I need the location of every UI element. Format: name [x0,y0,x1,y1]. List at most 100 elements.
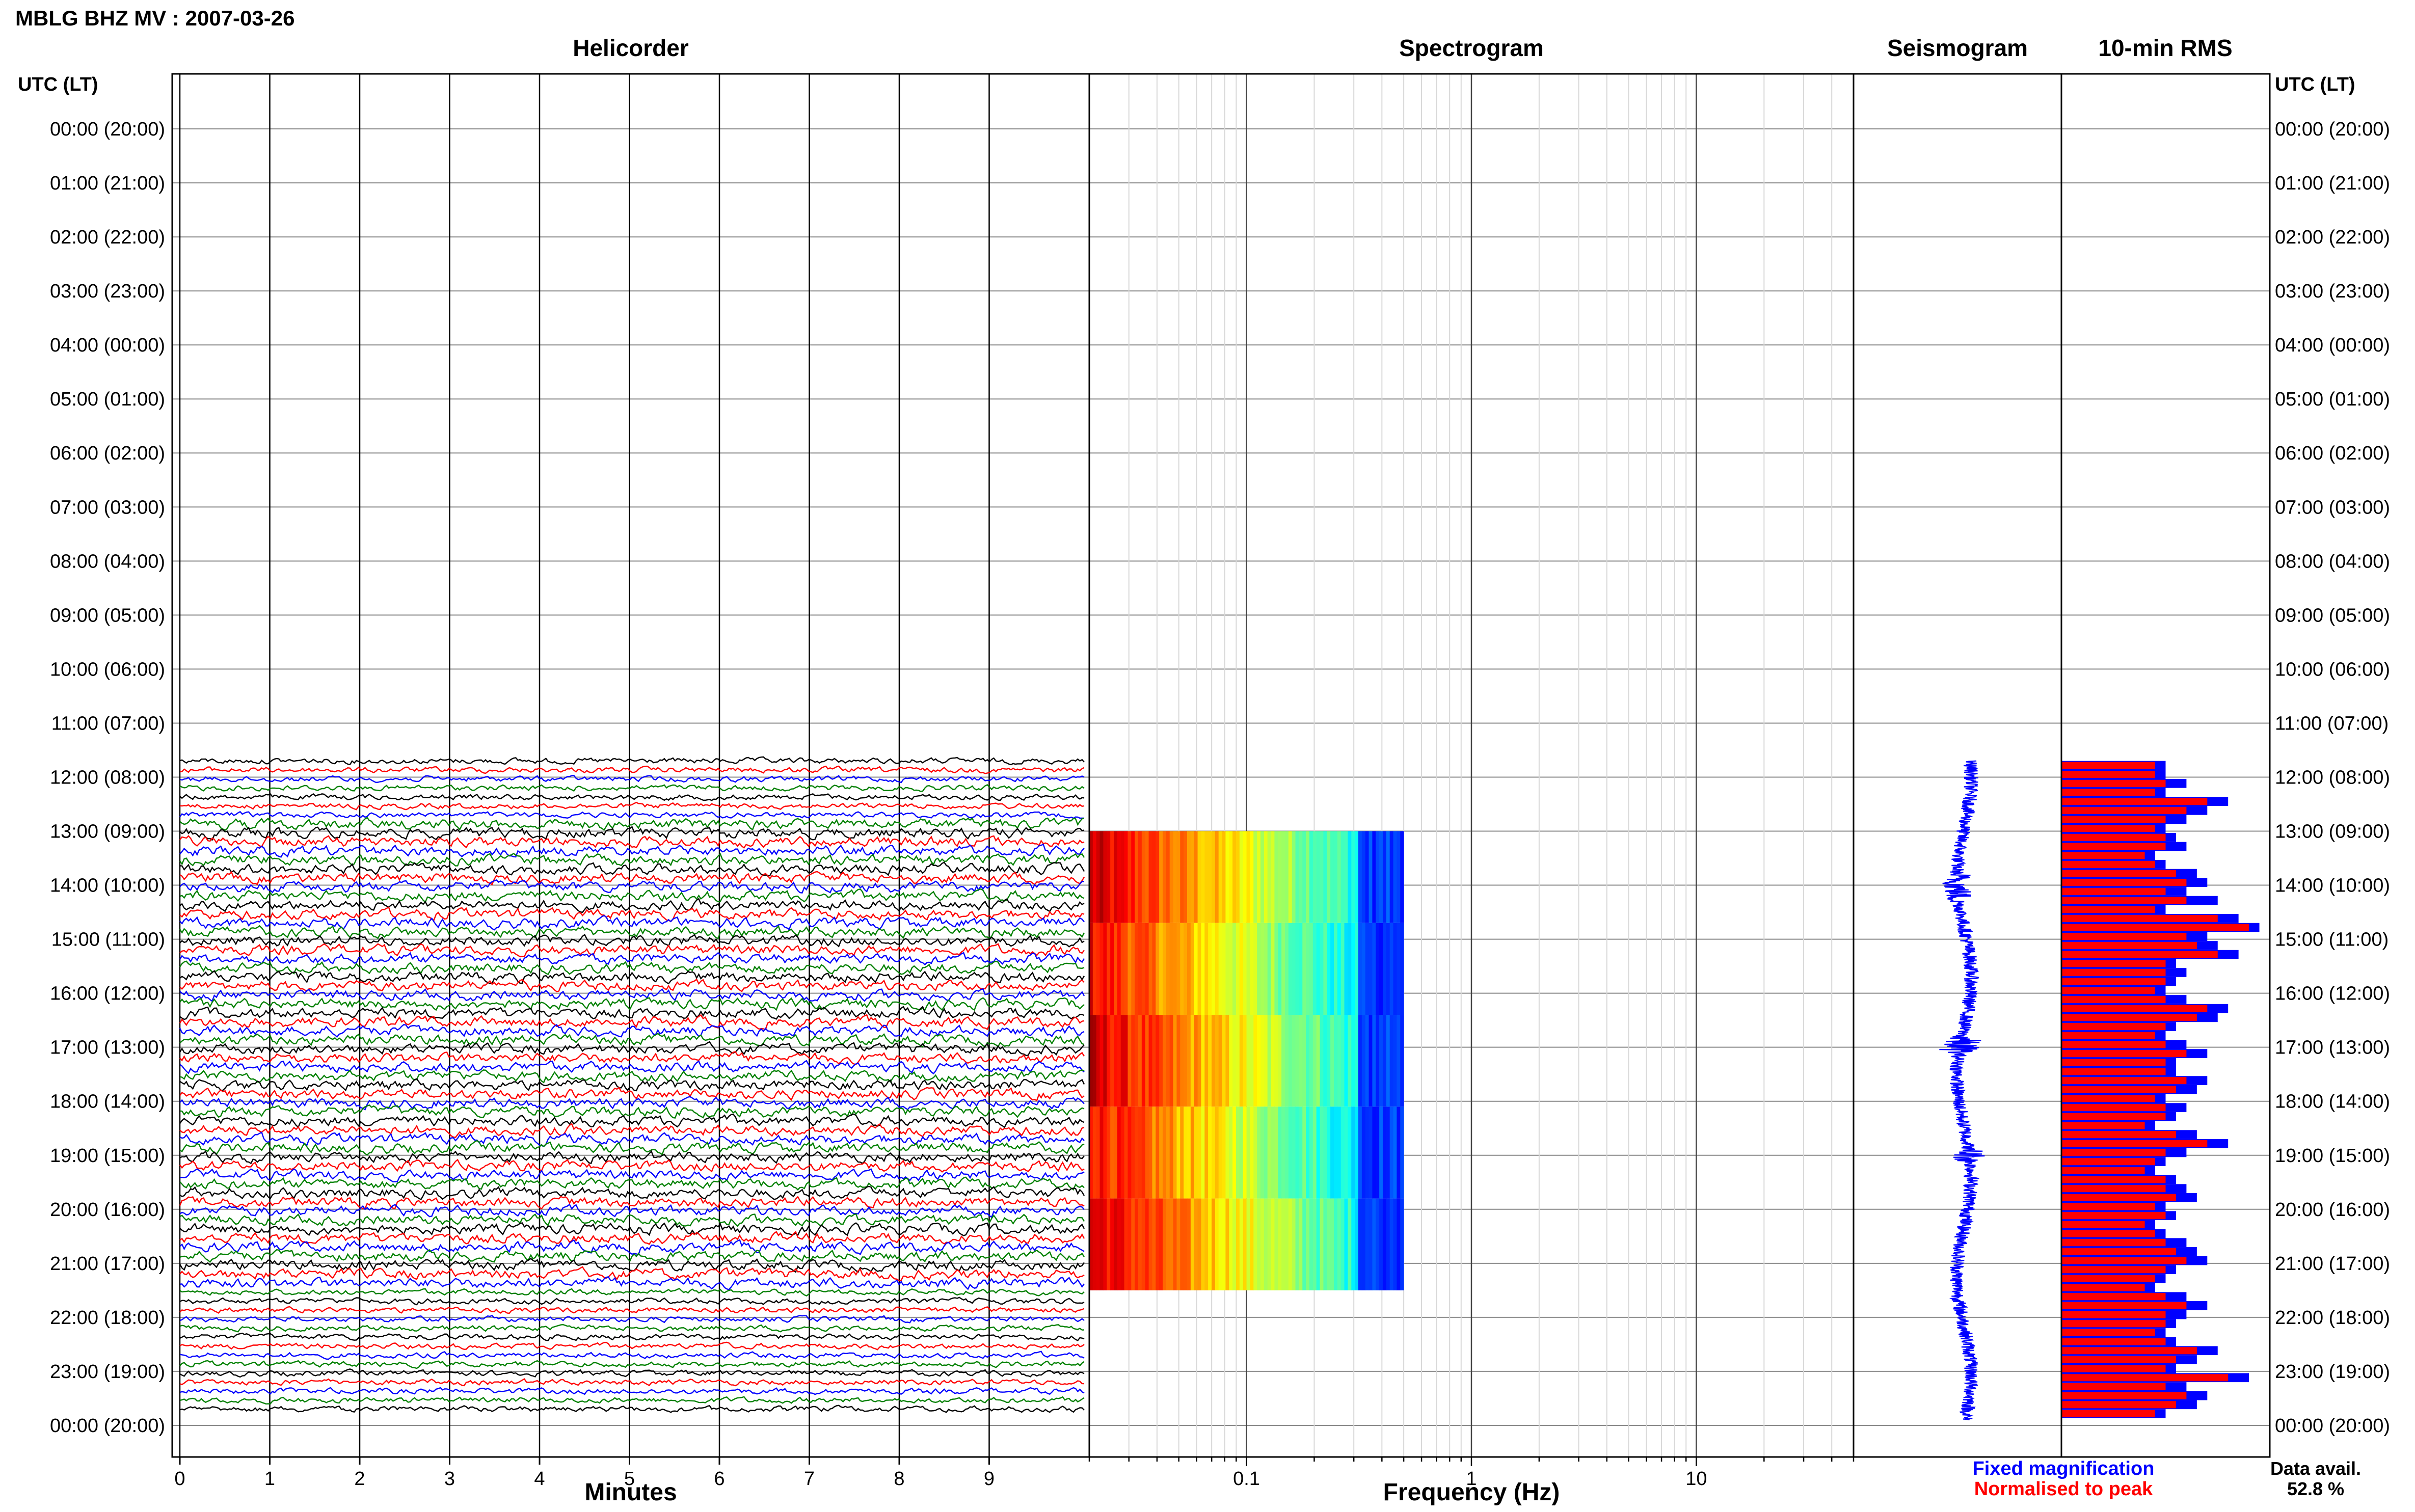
rms-bar-normalised [2061,914,2218,923]
spectrogram-cell [1208,831,1212,923]
time-label-left: 00:00 (20:00) [50,1415,165,1437]
rms-bar-normalised [2061,1014,2197,1021]
spectrogram-cell [1278,1106,1282,1199]
rms-bar-normalised [2061,924,2249,931]
rms-bar-normalised [2061,1320,2166,1328]
helicorder-trace [179,1314,1085,1324]
spectrogram-cell [1218,1198,1223,1290]
spectrogram-cell [1267,1015,1272,1107]
rms-bar-normalised [2061,1077,2187,1085]
spectrogram-cell [1092,1106,1097,1199]
spectrogram-cell [1355,831,1359,923]
spectrogram-cell [1141,1198,1146,1290]
spectrogram-cell [1197,1015,1202,1107]
spectrogram-cell [1330,1198,1334,1290]
spectrogram-cell [1169,1106,1174,1199]
time-label-left: 01:00 (21:00) [50,173,165,194]
spectrogram-cell [1302,923,1306,1015]
spectrogram-cell [1159,1198,1163,1290]
time-label-right: 16:00 (12:00) [2275,983,2390,1005]
spectrogram-cell [1376,923,1380,1015]
spectrogram-cell [1103,1198,1107,1290]
spectrogram-cell [1348,831,1352,923]
helicorder-trace [179,1306,1085,1314]
time-label-right: 10:00 (06:00) [2275,659,2390,680]
spectrogram-cell [1096,1198,1101,1290]
helicorder-trace [179,1196,1085,1210]
helicorder-trace [179,1087,1085,1101]
spectrogram-cell [1274,1198,1278,1290]
helicorder-trace [179,1131,1085,1148]
spectrogram-cell [1386,1106,1390,1199]
spectrogram-cell [1107,1106,1111,1199]
spectrogram-cell [1397,1015,1401,1107]
helicorder-trace [179,1033,1085,1048]
spectrogram-cell [1271,831,1275,923]
spectrogram-cell [1204,831,1209,923]
spectrogram-cell [1225,1106,1229,1199]
spectrogram-cell [1176,1198,1180,1290]
spectrogram-cell [1358,1106,1362,1199]
data-avail-label: Data avail. [2270,1458,2361,1479]
rms-bar-normalised [2061,951,2218,958]
spectrogram-cell [1232,1015,1237,1107]
helicorder-trace [179,1368,1085,1378]
spectrogram-cell [1302,1198,1306,1290]
spectrogram-cell [1099,1106,1104,1199]
spectrogram-cell [1306,1198,1310,1290]
spectrogram-cell [1292,1198,1296,1290]
spectrogram-cell [1169,923,1174,1015]
rms-bar-normalised [2061,1022,2166,1031]
spectrogram-cell [1355,1106,1359,1199]
spectrogram-cell [1382,1198,1387,1290]
spectrogram-cell [1222,1106,1226,1199]
spectrogram-cell [1260,1015,1265,1107]
spectrogram-cell [1302,1015,1306,1107]
spectrogram-cell [1257,923,1261,1015]
spectrogram-cell [1232,923,1237,1015]
rms-bar-normalised [2061,779,2166,787]
spectrogram-cell [1184,831,1188,923]
rms-bar-normalised [2061,1374,2229,1382]
spectrogram-cell [1358,1015,1362,1107]
spectrogram-cell [1309,1198,1313,1290]
helicorder-trace [179,1341,1085,1351]
spectrogram-cell [1169,831,1174,923]
spectrogram-cell [1274,923,1278,1015]
spectrogram-cell [1190,1106,1195,1199]
spectrogram-cell [1327,1015,1331,1107]
spectrogram-cell [1306,1015,1310,1107]
spectrogram-cell [1246,923,1251,1015]
spectrogram-cell [1099,923,1104,1015]
spectrogram-plot [1089,831,1404,1290]
spectrogram-cell [1145,1106,1149,1199]
spectrogram-cell [1159,831,1163,923]
spectrogram-cell [1156,831,1160,923]
spectrogram-cell [1376,1106,1380,1199]
spectrogram-cell [1389,923,1394,1015]
time-label-right: 22:00 (18:00) [2275,1307,2390,1329]
spectrogram-cell [1180,1198,1184,1290]
spectrogram-cell [1344,1198,1349,1290]
spectrogram-cell [1222,1015,1226,1107]
rms-bar-normalised [2061,1365,2166,1372]
time-label-right: 04:00 (00:00) [2275,335,2390,356]
spectrogram-cell [1386,1015,1390,1107]
freq-tick-label: 10 [1685,1468,1707,1490]
spectrogram-cell [1215,1106,1219,1199]
spectrogram-cell [1316,1106,1321,1199]
spectrogram-cell [1215,923,1219,1015]
rms-bar-normalised [2061,1041,2166,1048]
rms-bar-normalised [2061,1221,2145,1228]
helicorder-trace [179,1239,1085,1256]
time-label-left: 07:00 (03:00) [50,497,165,518]
x-ticks: 0 1 2 3 4 5 6 7 8 9 0.1 1 10 [174,1457,1855,1490]
spectrogram-cell [1141,831,1146,923]
helicorder-trace [179,960,1085,976]
spectrogram-cell [1239,1106,1244,1199]
rms-bar-normalised [2061,1059,2166,1066]
spectrogram-cell [1135,1106,1139,1199]
time-label-right: 03:00 (23:00) [2275,281,2390,302]
spectrogram-cell [1250,923,1254,1015]
spectrogram-cell [1299,923,1303,1015]
